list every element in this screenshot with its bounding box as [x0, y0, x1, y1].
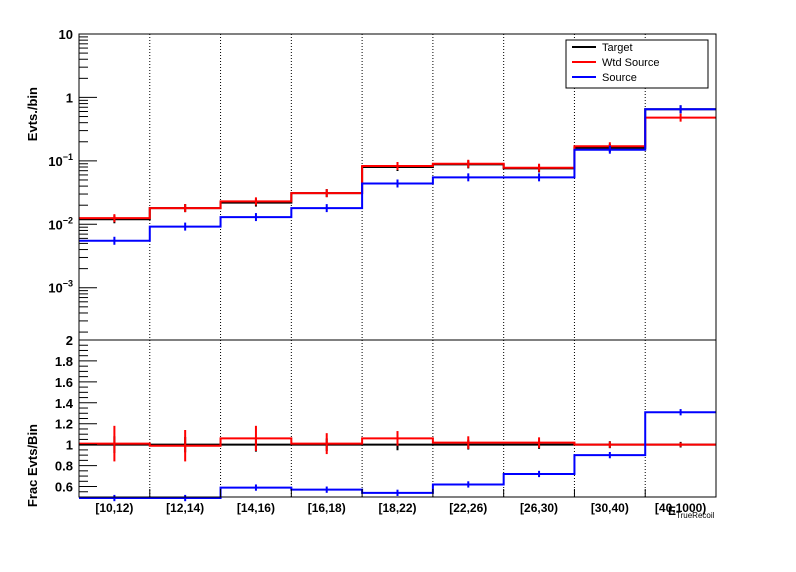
top-y-tick-exponent: −1	[63, 152, 73, 162]
x-tick-label: [12,14)	[166, 501, 204, 515]
legend-label-source: Source	[602, 72, 637, 84]
x-axis-title-subscript: TrueRecoil	[676, 511, 715, 520]
x-tick-label: [16,18)	[308, 501, 346, 515]
ratio-y-tick-label: 1.8	[55, 354, 73, 369]
top-y-tick-label: 10	[59, 27, 73, 42]
x-tick-label: [10,12)	[95, 501, 133, 515]
top-panel-series	[79, 105, 716, 245]
top-y-tick-base: 1	[66, 90, 73, 105]
legend-label-target: Target	[602, 42, 633, 54]
ratio-y-axis-title: Frac Evts/Bin	[25, 424, 40, 507]
ratio-y-tick-label: 1.6	[55, 375, 73, 390]
x-tick-label: [40,1000)	[655, 501, 706, 515]
x-axis-title: ETrueRecoil	[668, 504, 715, 520]
ratio-panel: 0.6 0.8 1 1.2 1.4 1.6 1.8 2 [10,12) [12,14) [14,1…	[25, 333, 717, 520]
top-y-tick-base: 10	[48, 154, 62, 169]
legend: Target Wtd Source Source	[565, 39, 709, 89]
ratio-y-tick-label: 0.6	[55, 480, 73, 495]
x-tick-label: [14,16)	[237, 501, 275, 515]
ratio-panel-y-axis: 0.6 0.8 1 1.2 1.4 1.6 1.8 2	[55, 333, 97, 498]
x-tick-label: [26,30)	[520, 501, 558, 515]
top-source-line	[79, 108, 716, 242]
top-y-tick-label: 10−3	[48, 279, 73, 296]
x-axis-title-main: E	[668, 504, 676, 518]
x-tick-label: [22,26)	[449, 501, 487, 515]
x-axis: [10,12) [12,14) [14,16) [16,18) [18,22) [22,2…	[78, 489, 717, 515]
x-tick-label: [18,22)	[378, 501, 416, 515]
top-y-tick-base: 10	[59, 27, 73, 42]
ratio-y-tick-label: 1.2	[55, 417, 73, 432]
top-y-tick-base: 10	[48, 281, 62, 296]
top-y-tick-label: 10−2	[48, 215, 73, 232]
top-y-tick-exponent: −3	[63, 279, 73, 289]
ratio-y-tick-label: 1	[66, 438, 73, 453]
x-tick-label: [30,40)	[591, 501, 629, 515]
legend-label-wtd-source: Wtd Source	[602, 57, 659, 69]
ratio-panel-frame	[78, 339, 717, 498]
top-y-tick-exponent: −2	[63, 215, 73, 225]
ratio-y-tick-label: 0.8	[55, 459, 73, 474]
top-y-tick-label: 1	[66, 90, 73, 105]
ratio-y-tick-label: 1.4	[55, 396, 74, 411]
top-y-tick-base: 10	[48, 217, 62, 232]
top-y-axis-title: Evts./bin	[25, 87, 40, 141]
ratio-y-tick-label: 2	[66, 333, 73, 348]
top-y-tick-label: 10−1	[48, 152, 73, 169]
